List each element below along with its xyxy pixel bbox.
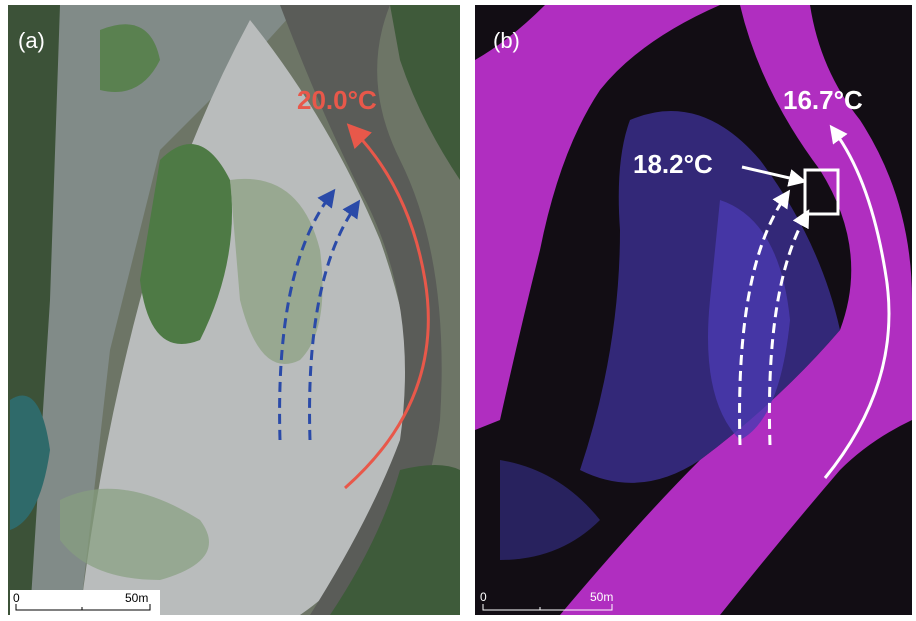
scale-end: 50m bbox=[590, 590, 613, 604]
page: {"panels": [ {"label": "(a)", "annotatio… bbox=[0, 0, 916, 621]
temperature-label: 18.2°C bbox=[633, 149, 713, 179]
aerial-photo bbox=[8, 5, 460, 615]
scale-start: 0 bbox=[480, 590, 487, 604]
scale-start: 0 bbox=[13, 591, 20, 605]
figure: (a) 20.0°C 0 50m (b) 18.2°C 16.7°C 0 50m bbox=[0, 0, 916, 621]
temperature-label: 16.7°C bbox=[783, 85, 863, 115]
scale-end: 50m bbox=[125, 591, 148, 605]
temperature-label: 20.0°C bbox=[297, 85, 377, 115]
panel-label: (b) bbox=[493, 28, 520, 53]
panel-label: (a) bbox=[18, 28, 45, 53]
